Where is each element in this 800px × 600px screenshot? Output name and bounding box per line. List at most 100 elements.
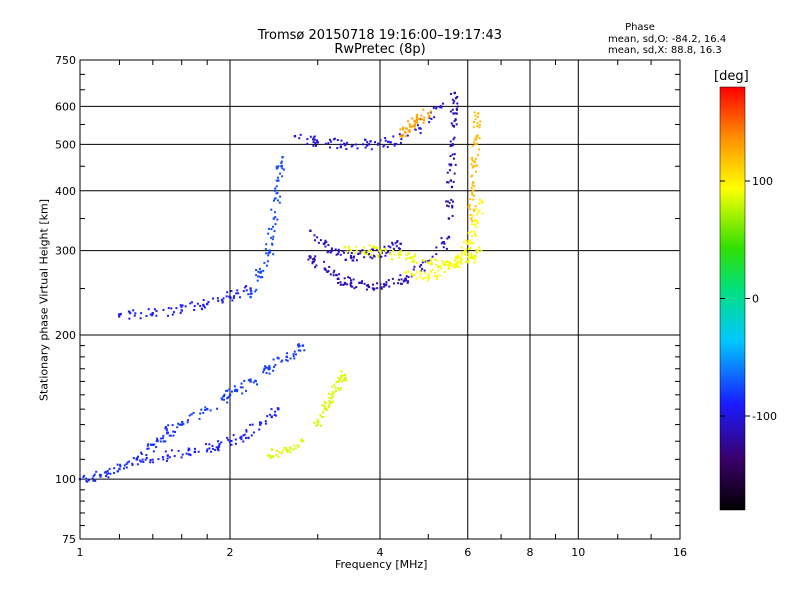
data-point — [462, 241, 465, 244]
data-point — [384, 254, 387, 257]
data-point — [343, 277, 346, 280]
data-point — [344, 144, 347, 147]
data-point — [438, 105, 441, 108]
data-point — [315, 264, 318, 267]
data-point — [475, 251, 478, 254]
data-point — [266, 415, 269, 418]
data-point — [226, 401, 229, 404]
data-point — [226, 436, 229, 439]
data-point — [149, 461, 152, 464]
data-point — [451, 204, 454, 207]
data-point — [151, 314, 154, 317]
data-point — [128, 317, 131, 320]
data-point — [475, 170, 478, 173]
data-point — [399, 274, 402, 277]
data-point — [313, 258, 316, 261]
data-point — [242, 434, 245, 437]
data-point — [243, 379, 246, 382]
data-point — [189, 302, 192, 305]
data-point — [475, 138, 478, 141]
data-point — [312, 136, 315, 139]
data-point — [106, 473, 109, 476]
axis-ticks: 1 2 4 6 8 10 16 75 100 200 300 400 500 600 750 — [55, 54, 687, 559]
data-point — [449, 164, 452, 167]
data-point — [118, 313, 121, 316]
data-point — [446, 237, 449, 240]
data-point — [277, 176, 280, 179]
data-point — [264, 247, 267, 250]
data-point — [250, 290, 253, 293]
data-point — [351, 285, 354, 288]
data-point — [301, 438, 304, 441]
data-point — [270, 228, 273, 231]
data-point — [268, 367, 271, 370]
data-point — [276, 166, 279, 169]
data-point — [481, 212, 484, 215]
data-point — [477, 249, 480, 252]
data-point — [413, 255, 416, 258]
data-point — [347, 251, 350, 254]
data-point — [477, 222, 480, 225]
data-point — [418, 265, 421, 268]
data-point — [413, 265, 416, 268]
data-point — [320, 416, 323, 419]
data-point — [268, 364, 271, 367]
data-point — [478, 123, 481, 126]
data-point — [339, 253, 342, 256]
data-point — [400, 278, 403, 281]
data-point — [116, 470, 119, 473]
data-point — [476, 124, 479, 127]
data-point — [475, 164, 478, 167]
data-point — [155, 314, 158, 317]
data-point — [407, 130, 410, 133]
data-point — [427, 275, 430, 278]
data-point — [258, 271, 261, 274]
data-point — [347, 276, 350, 279]
data-point — [249, 378, 252, 381]
data-point — [433, 271, 436, 274]
data-point — [428, 277, 431, 280]
data-point — [179, 304, 182, 307]
data-point — [269, 413, 272, 416]
data-point — [392, 135, 395, 138]
y-tick-label: 500 — [55, 138, 76, 151]
data-point — [478, 209, 481, 212]
data-point — [415, 271, 418, 274]
data-point — [193, 308, 196, 311]
data-point — [448, 262, 451, 265]
data-point — [454, 118, 457, 121]
data-point — [399, 242, 402, 245]
data-point — [140, 312, 143, 315]
data-point — [443, 261, 446, 264]
data-point — [277, 357, 280, 360]
data-point — [406, 134, 409, 137]
data-point — [371, 246, 374, 249]
data-point — [470, 235, 473, 238]
data-point — [307, 258, 310, 261]
data-point — [474, 114, 477, 117]
data-point — [473, 121, 476, 124]
data-point — [397, 282, 400, 285]
data-point — [449, 155, 452, 158]
phase-heading: Phase — [625, 22, 655, 33]
data-point — [415, 117, 418, 120]
data-point — [258, 428, 261, 431]
data-point — [220, 397, 223, 400]
data-point — [324, 268, 327, 271]
data-point — [452, 200, 455, 203]
data-point — [314, 144, 317, 147]
data-point — [149, 459, 152, 462]
data-point — [455, 263, 458, 266]
data-point — [443, 263, 447, 267]
data-point — [465, 250, 468, 253]
data-point — [410, 257, 413, 260]
data-point — [396, 240, 399, 243]
data-point — [478, 246, 481, 249]
data-point — [476, 122, 479, 125]
data-point — [446, 171, 449, 174]
data-point — [416, 118, 419, 121]
data-point — [103, 471, 106, 474]
x-tick-label: 10 — [571, 546, 585, 559]
data-point — [293, 134, 297, 138]
data-point — [359, 252, 362, 255]
